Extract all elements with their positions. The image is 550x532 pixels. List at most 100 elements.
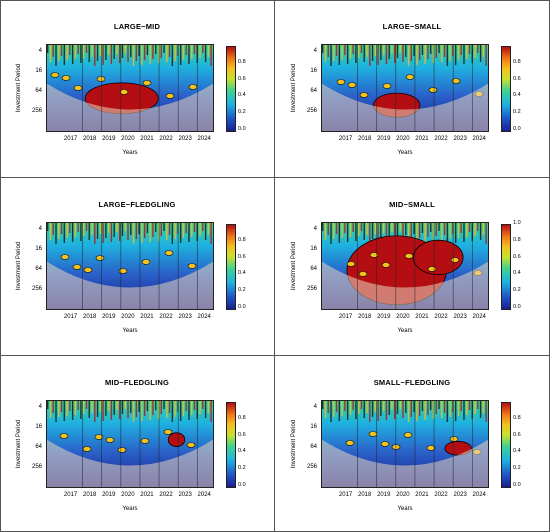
heatmap-streak	[74, 401, 77, 415]
coherence-blob	[119, 89, 129, 95]
heatmap-streak	[152, 223, 154, 237]
y-axis-label-text: Investment Period	[291, 241, 297, 291]
x-tick-label: 2020	[396, 314, 410, 320]
heatmap-streak	[427, 401, 429, 415]
x-tick-label: 2021	[140, 492, 154, 498]
heatmap-streak	[380, 45, 382, 60]
heatmap-streak	[344, 45, 346, 55]
panel-2: LARGE−SMALL Investment Period 4 16 64 256 2017…	[275, 0, 549, 176]
heatmap-streak	[119, 401, 121, 419]
heatmap-streak	[438, 223, 440, 231]
panel-title: LARGE−FLEDGLING	[98, 200, 176, 209]
coherence-blob	[163, 429, 173, 435]
heatmap-streak	[160, 45, 162, 58]
heatmap-streak	[352, 45, 354, 54]
heatmap-streak	[424, 45, 426, 64]
colorbar-tick-label: 0.2	[513, 465, 521, 472]
x-tick-label: 2024	[472, 136, 486, 142]
colorbar-tick-label: 0.4	[238, 92, 246, 99]
heatmap-streak	[443, 223, 446, 235]
heatmap-streak	[369, 401, 371, 422]
heatmap-streak	[479, 223, 482, 240]
heatmap-streak	[432, 45, 435, 63]
coherence-blob	[188, 84, 198, 90]
heatmap-streak	[91, 223, 93, 235]
heatmap-streak	[416, 223, 418, 243]
coherence-blob	[118, 268, 128, 274]
column-divider	[274, 0, 275, 532]
heatmap-streak	[360, 45, 363, 53]
heatmap-streak	[193, 45, 196, 54]
x-tick-label: 2024	[472, 492, 486, 498]
colorbar-tick-label: 0.8	[238, 414, 246, 421]
x-axis-label: Years	[122, 506, 138, 512]
colorbar-tick-label: 0.4	[513, 270, 521, 277]
x-tick-label: 2022	[434, 136, 448, 142]
heatmap-streak	[155, 223, 157, 232]
heatmap-streak	[355, 401, 357, 419]
heatmap-streak	[171, 45, 174, 66]
heatmap-streak	[388, 45, 390, 59]
heatmap-streak	[454, 45, 457, 65]
heatmap-streak	[327, 223, 329, 235]
heatmap-streak	[466, 401, 468, 415]
heatmap-streak	[410, 45, 413, 61]
heatmap-streak	[52, 223, 54, 235]
heatmap-streak	[360, 223, 363, 231]
heatmap-streak	[346, 45, 349, 64]
colorbar-tick-label: 0.0	[238, 482, 246, 488]
coherence-blob	[187, 263, 197, 269]
heatmap-streak	[474, 223, 476, 236]
heatmap-streak	[94, 401, 96, 422]
heatmap-streak	[333, 401, 335, 417]
coherence-blob	[359, 92, 369, 98]
x-tick-label: 2023	[453, 314, 467, 320]
heatmap-streak	[366, 401, 368, 413]
heatmap-streak	[346, 223, 349, 242]
heatmap-streak	[430, 401, 432, 410]
heatmap-streak	[485, 401, 487, 422]
heatmap-streak	[352, 223, 354, 232]
heatmap-streak	[460, 223, 462, 233]
heatmap-streak	[454, 223, 457, 243]
colorbar-tick-label: 0.6	[513, 431, 521, 438]
heatmap-streak	[143, 45, 146, 60]
color-bar	[226, 402, 236, 488]
heatmap-streak	[385, 401, 388, 420]
heatmap-streak	[179, 401, 182, 421]
heatmap-streak	[460, 45, 462, 55]
heatmap-streak	[366, 223, 368, 235]
coherence-blob	[96, 76, 106, 82]
heatmap-streak	[146, 223, 149, 233]
x-tick-label: 2023	[178, 314, 192, 320]
heatmap-streak	[185, 401, 187, 411]
y-tick-label: 16	[310, 246, 317, 252]
colorbar-tick-label: 0.0	[238, 126, 246, 132]
y-tick-label: 4	[313, 48, 317, 54]
heatmap-streak	[341, 223, 343, 238]
heatmap-streak	[143, 223, 146, 238]
x-axis-label: Years	[122, 328, 138, 334]
heatmap-streak	[430, 223, 432, 232]
heatmap-streak	[185, 223, 187, 233]
heatmap-streak	[424, 401, 426, 420]
heatmap-streak	[132, 401, 135, 422]
heatmap-streak	[418, 45, 421, 60]
heatmap-streak	[52, 401, 54, 413]
heatmap-plot	[321, 400, 489, 488]
panel-3: LARGE−FLEDGLING Investment Period 4 16 64 256…	[0, 178, 274, 354]
x-tick-label: 2023	[453, 492, 467, 498]
heatmap-streak	[77, 45, 79, 54]
heatmap-streak	[63, 401, 66, 421]
coherence-blob	[142, 80, 152, 86]
heatmap-streak	[363, 45, 365, 62]
heatmap-canvas	[47, 401, 213, 487]
heatmap-streak	[382, 223, 385, 233]
heatmap-streak	[210, 223, 212, 244]
heatmap-streak	[99, 223, 102, 234]
heatmap-streak	[463, 223, 465, 242]
heatmap-streak	[130, 223, 132, 235]
heatmap-streak	[191, 223, 193, 237]
heatmap-streak	[49, 45, 52, 62]
heatmap-streak	[94, 45, 96, 66]
